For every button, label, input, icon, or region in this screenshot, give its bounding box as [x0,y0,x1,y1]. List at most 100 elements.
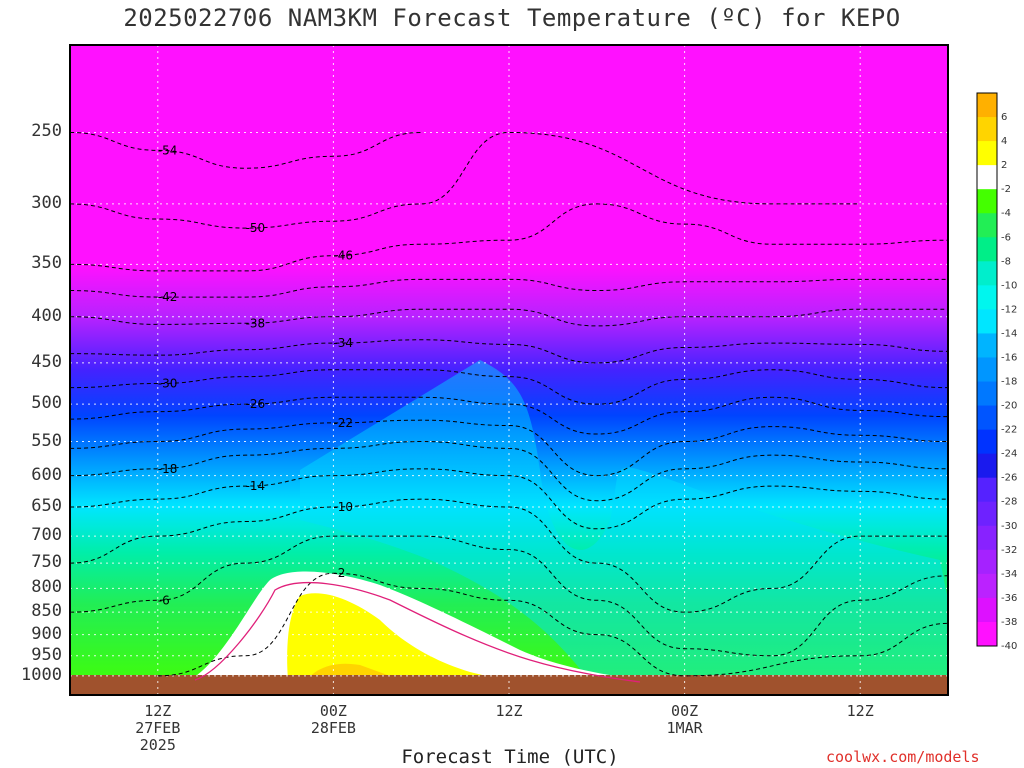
colorbar-swatch [977,285,997,310]
colorbar-swatch [977,405,997,431]
y-tick-label: 300 [31,192,62,213]
y-tick-label: 650 [31,496,62,516]
contour-label: -6 [158,593,170,607]
colorbar-label: -4 [1001,208,1011,219]
contour-label: -18 [158,462,178,476]
colorbar-swatch [977,525,997,551]
colorbar-label: -20 [1001,401,1017,412]
contour-label: -14 [246,479,266,493]
colorbar-label: -40 [1001,641,1017,652]
colorbar-label: -12 [1001,304,1017,315]
y-tick-label: 700 [31,525,62,546]
credit-link[interactable]: coolwx.com/models [826,748,980,766]
contour-line [69,468,949,530]
contour-label: -42 [158,290,178,304]
colorbar-label: -22 [1001,425,1017,436]
colorbar-label: -38 [1001,617,1017,628]
colorbar-frame [976,92,998,647]
contour-line [69,498,948,613]
freezing-line [194,581,641,683]
cold-plume-region [300,360,948,695]
x-tick-label: 00Z 1MAR [666,702,703,737]
x-tick-label: 12Z [846,702,874,720]
colorbar-swatch [977,477,997,503]
colorbar-label: -26 [1001,473,1017,484]
colorbar-swatch [977,597,997,623]
y-tick-label: 900 [31,623,62,644]
colorbar: 6 4 2 -2 -4 -6 -8 -10 -12 -14 -16 -18 -20 -22 -24 -26 -2… [976,92,1017,652]
colorbar-label: -14 [1001,328,1017,339]
colorbar-label: 2 [1001,160,1007,171]
y-tick-label: 600 [31,464,62,485]
colorbar-label: -36 [1001,593,1017,604]
contour-line [69,369,949,405]
colorbar-swatch [977,141,997,166]
contour-label: -34 [333,336,353,350]
colorbar-swatch [977,453,997,479]
colorbar-label: -2 [1001,184,1011,195]
colorbar-swatch [977,381,997,407]
contour-label: -54 [158,143,178,157]
y-tick-label: 250 [31,121,62,142]
contour-line [69,203,949,272]
colorbar-label: -10 [1001,280,1017,291]
contour-label: -30 [158,377,178,391]
colorbar-swatch [977,165,997,190]
colorbar-swatch [977,309,997,334]
y-tick-label: 400 [31,305,62,326]
colorbar-swatch [977,573,997,599]
x-tick-label: 12Z [495,702,523,720]
colorbar-swatch [977,621,997,647]
colorbar-label: -34 [1001,569,1017,580]
contour-label: -2 [333,566,345,580]
contour-line [69,278,948,298]
colorbar-label: -18 [1001,377,1017,388]
colorbar-swatch [977,333,997,358]
contour-line [69,339,949,364]
y-tick-label: 350 [31,253,62,274]
y-tick-label: 800 [31,577,62,598]
colorbar-swatch [977,93,997,118]
colorbar-swatch [977,117,997,142]
colorbar-label: -28 [1001,497,1017,508]
x-axis-label: Forecast Time (UTC) [401,746,619,768]
x-tick-label: 12Z 27FEB 2025 [135,702,181,754]
colorbar-swatch [977,501,997,527]
contour-line [69,396,949,435]
colorbar-label: -32 [1001,545,1017,556]
contour-line [69,441,949,502]
terrain [70,675,948,695]
colorbar-swatch [977,189,997,214]
contour-label: -26 [246,397,266,411]
y-tick-label: 550 [31,430,62,451]
colorbar-label: -6 [1001,232,1011,243]
colorbar-swatch [977,357,997,383]
colorbar-label: 4 [1001,136,1007,147]
x-tick-label: 00Z 28FEB [310,702,356,737]
plot-frame [69,44,949,696]
y-tick-label: 500 [31,393,62,414]
contour-label: -46 [333,249,353,263]
colorbar-swatch [977,429,997,455]
colorbar-label: -8 [1001,256,1011,267]
y-tick-label: 1000 [21,664,62,685]
colorbar-swatch [977,549,997,575]
contour-line [69,419,949,477]
contour-line [69,535,949,657]
y-tick-label: 850 [31,601,62,622]
contour-line [69,131,861,229]
contour-line [69,131,422,169]
colorbar-label: -24 [1001,449,1017,460]
y-tick-label: 950 [31,644,62,665]
chart-title: 2025022706 NAM3KM Forecast Temperature (… [123,4,901,32]
colorbar-swatch [977,237,997,262]
contour-line [157,572,949,677]
contour-label: -10 [333,500,353,514]
colorbar-swatch [977,213,997,238]
contour-lines [69,131,949,677]
contour-line [69,308,948,327]
colorbar-label: -16 [1001,352,1017,363]
colorbar-swatch [977,261,997,286]
colorbar-label: 6 [1001,112,1007,123]
